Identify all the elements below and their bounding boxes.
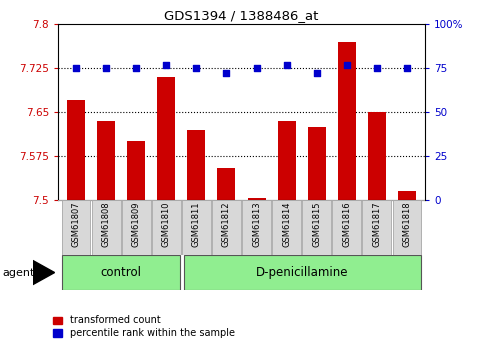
Text: GSM61814: GSM61814 — [282, 202, 291, 247]
Text: D-penicillamine: D-penicillamine — [256, 266, 348, 279]
Point — [253, 66, 260, 71]
Text: GSM61816: GSM61816 — [342, 202, 351, 247]
Point — [313, 71, 321, 76]
Point — [72, 66, 80, 71]
Bar — [398, 191, 416, 200]
Bar — [61, 255, 180, 290]
Bar — [157, 77, 175, 200]
Bar — [61, 200, 90, 255]
Point — [403, 66, 411, 71]
Text: GSM61810: GSM61810 — [162, 202, 171, 247]
Text: agent: agent — [2, 268, 35, 277]
Text: GSM61808: GSM61808 — [101, 202, 111, 247]
Text: GSM61812: GSM61812 — [222, 202, 231, 247]
Point — [343, 62, 351, 67]
Point — [193, 66, 200, 71]
Point — [132, 66, 140, 71]
Bar — [247, 198, 266, 200]
Point — [223, 71, 230, 76]
Bar — [127, 141, 145, 200]
Bar — [278, 121, 296, 200]
Bar — [242, 200, 271, 255]
Bar — [368, 112, 386, 200]
Point — [162, 62, 170, 67]
Text: GSM61809: GSM61809 — [132, 202, 141, 247]
Point — [102, 66, 110, 71]
Bar — [393, 200, 422, 255]
Bar — [184, 255, 422, 290]
Bar — [217, 168, 236, 200]
Text: GSM61818: GSM61818 — [402, 202, 412, 247]
Bar — [97, 121, 115, 200]
Text: GSM61813: GSM61813 — [252, 202, 261, 247]
Text: GSM61815: GSM61815 — [312, 202, 321, 247]
Bar — [308, 127, 326, 200]
Bar — [122, 200, 151, 255]
Bar — [272, 200, 301, 255]
Bar — [212, 200, 241, 255]
Bar — [338, 42, 356, 200]
Point — [373, 66, 381, 71]
Title: GDS1394 / 1388486_at: GDS1394 / 1388486_at — [164, 9, 319, 22]
Bar — [332, 200, 361, 255]
Text: GSM61807: GSM61807 — [71, 202, 81, 247]
Polygon shape — [33, 260, 55, 285]
Bar — [67, 100, 85, 200]
Text: control: control — [100, 266, 142, 279]
Bar — [152, 200, 181, 255]
Legend: transformed count, percentile rank within the sample: transformed count, percentile rank withi… — [53, 315, 235, 338]
Point — [283, 62, 290, 67]
Bar — [182, 200, 211, 255]
Bar — [92, 200, 121, 255]
Bar — [187, 130, 205, 200]
Text: GSM61811: GSM61811 — [192, 202, 201, 247]
Bar — [302, 200, 331, 255]
Text: GSM61817: GSM61817 — [372, 202, 382, 247]
Bar — [362, 200, 391, 255]
